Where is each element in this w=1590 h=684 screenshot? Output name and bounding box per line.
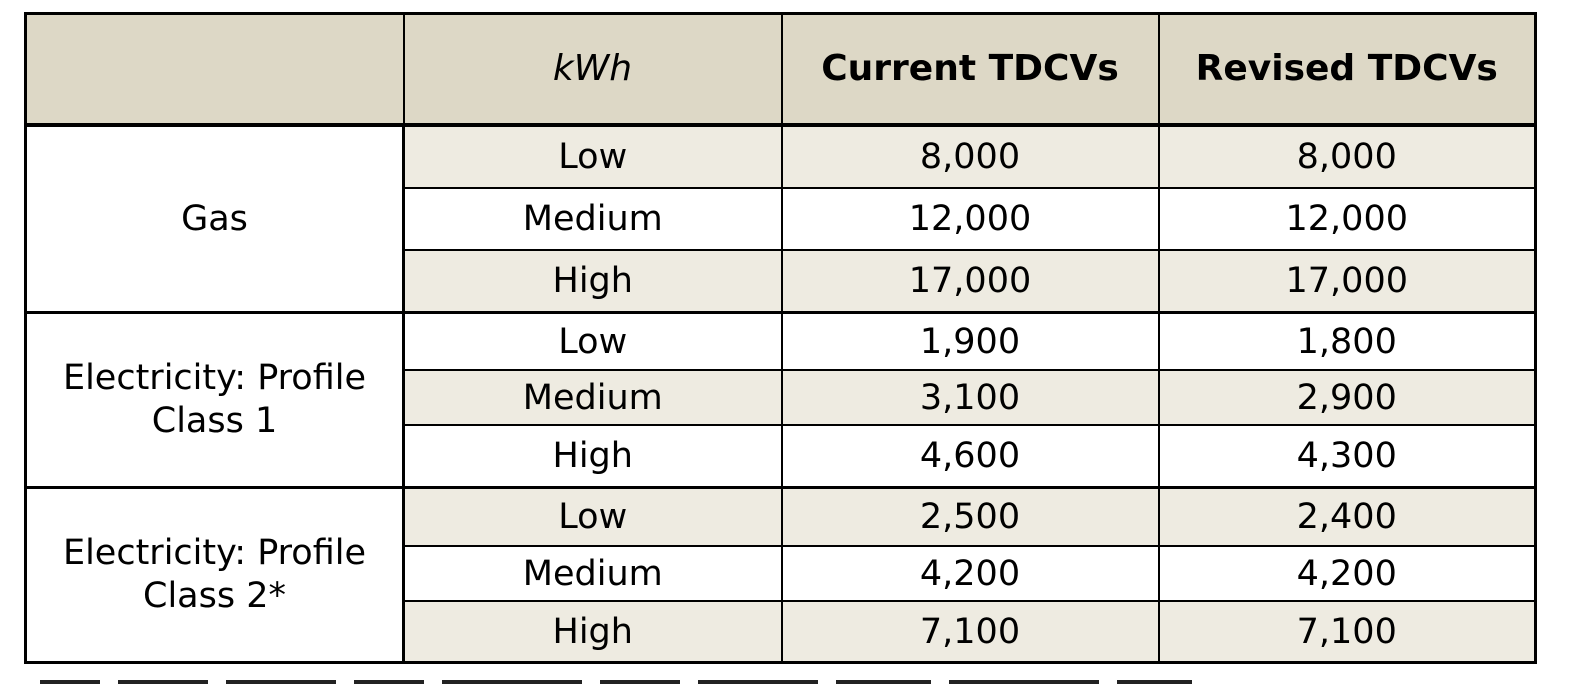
header-blank-cell: [24, 12, 405, 127]
table-row: High 4,600 4,300: [26, 424, 1537, 489]
table-row: Medium 3,100 2,900: [26, 369, 1537, 426]
header-row: kWh Current TDCVs Revised TDCVs: [24, 12, 1537, 127]
group-label-line: Electricity: Profile: [62, 533, 367, 573]
level-cell: Medium: [402, 187, 783, 251]
level-cell: Low: [402, 123, 783, 189]
level-cell: Medium: [402, 369, 783, 426]
current-value-cell: 8,000: [780, 123, 1160, 189]
table-row: Gas Low 8,000 8,000: [24, 123, 1537, 314]
table-row: High 17,000 17,000: [26, 249, 1537, 314]
table-row: Electricity: Profile Class 1 Low 1,900 1…: [24, 311, 1537, 489]
revised-value-cell: 1,800: [1157, 311, 1537, 371]
revised-value-cell: 4,300: [1157, 424, 1537, 489]
tdcv-table: kWh Current TDCVs Revised TDCVs Gas Low …: [24, 12, 1537, 664]
group-label-electricity-class-1: Electricity: Profile Class 1: [24, 311, 405, 489]
group-label-line: Class 1: [151, 401, 278, 441]
current-value-cell: 2,500: [780, 486, 1160, 547]
current-value-cell: 7,100: [780, 600, 1160, 664]
current-value-cell: 1,900: [780, 311, 1160, 371]
table-body: Gas Low 8,000 8,000 Medium 12,000 12,000…: [24, 123, 1537, 664]
level-cell: Medium: [402, 545, 783, 602]
header-current-tdcvs: Current TDCVs: [780, 12, 1160, 127]
group-label-line: Electricity: Profile: [62, 358, 367, 398]
revised-value-cell: 4,200: [1157, 545, 1537, 602]
group-label-gas: Gas: [24, 123, 405, 314]
group-label-electricity-class-2: Electricity: Profile Class 2*: [24, 486, 405, 664]
table-header: kWh Current TDCVs Revised TDCVs: [24, 12, 1537, 127]
table-row: Electricity: Profile Class 2* Low 2,500 …: [24, 486, 1537, 664]
revised-value-cell: 7,100: [1157, 600, 1537, 664]
group-label-line: Gas: [181, 198, 248, 239]
level-cell: High: [402, 249, 783, 314]
level-cell: High: [402, 424, 783, 489]
current-value-cell: 12,000: [780, 187, 1160, 251]
revised-value-cell: 8,000: [1157, 123, 1537, 189]
revised-value-cell: 2,900: [1157, 369, 1537, 426]
table-row: Medium 4,200 4,200: [26, 545, 1537, 602]
current-value-cell: 17,000: [780, 249, 1160, 314]
revised-value-cell: 2,400: [1157, 486, 1537, 547]
table-row: Medium 12,000 12,000: [26, 187, 1537, 251]
level-cell: Low: [402, 311, 783, 371]
revised-value-cell: 12,000: [1157, 187, 1537, 251]
revised-value-cell: 17,000: [1157, 249, 1537, 314]
current-value-cell: 4,600: [780, 424, 1160, 489]
level-cell: Low: [402, 486, 783, 547]
current-value-cell: 4,200: [780, 545, 1160, 602]
header-revised-tdcvs: Revised TDCVs: [1157, 12, 1537, 127]
table-row: High 7,100 7,100: [26, 600, 1537, 664]
header-kwh: kWh: [402, 12, 783, 127]
group-label-line: Class 2*: [143, 576, 286, 616]
current-value-cell: 3,100: [780, 369, 1160, 426]
cut-off-footnote-text: [40, 675, 1270, 684]
level-cell: High: [402, 600, 783, 664]
